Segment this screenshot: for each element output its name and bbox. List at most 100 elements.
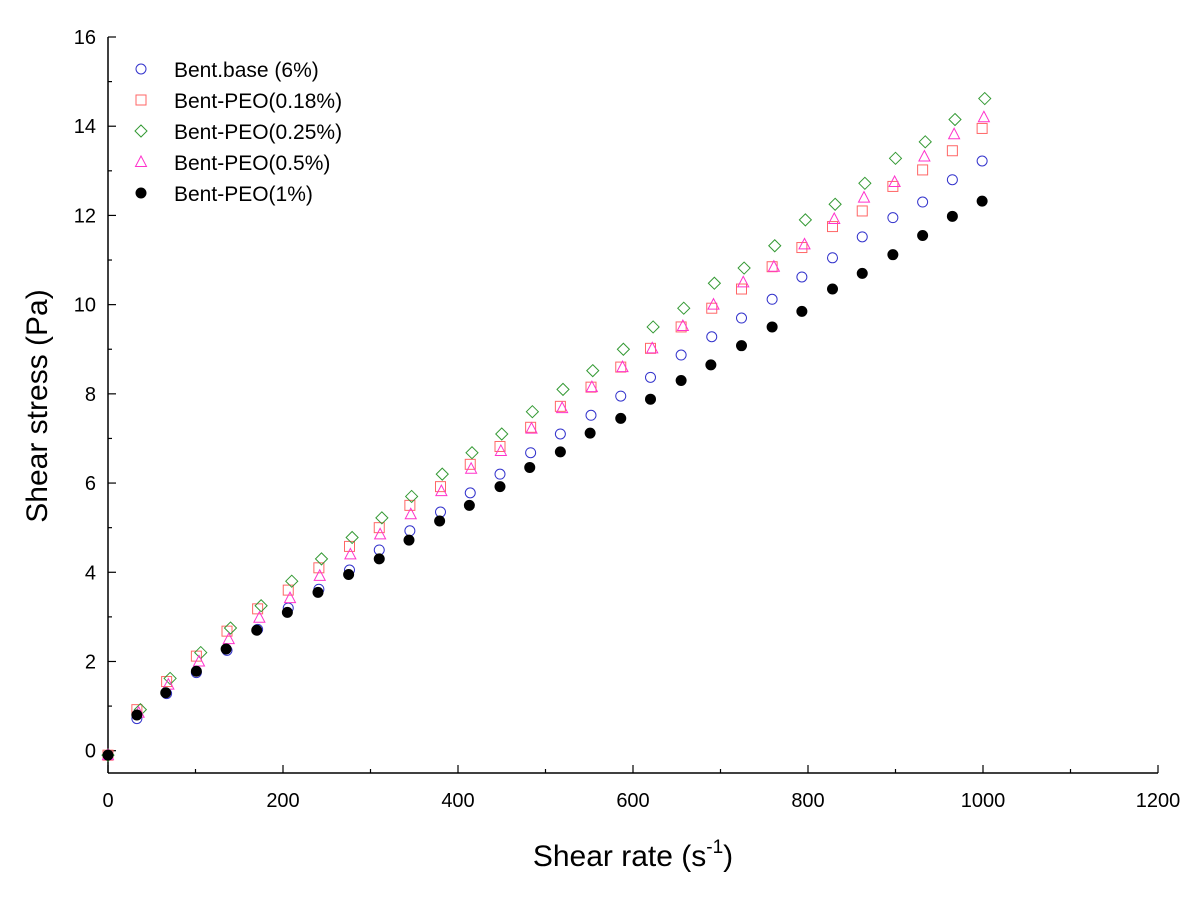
data-point: [403, 534, 415, 546]
legend-entry: Bent.base (6%): [135, 59, 319, 82]
data-point: [525, 404, 540, 419]
data-point: [131, 709, 143, 721]
x-tick-label: 200: [266, 790, 299, 812]
y-tick-label: 2: [85, 651, 96, 673]
data-point: [465, 446, 479, 460]
data-point: [314, 552, 329, 566]
y-tick-label: 6: [85, 473, 96, 495]
data-point: [464, 487, 476, 499]
data-point: [827, 252, 838, 264]
data-point: [766, 293, 778, 305]
data-point: [675, 374, 687, 386]
data-point: [976, 122, 988, 134]
y-tick-label: 8: [85, 384, 96, 406]
legend-entry: Bent-PEO(0.25%): [134, 121, 342, 144]
legend-marker: [135, 94, 147, 106]
data-point: [766, 321, 778, 333]
data-point: [917, 196, 929, 208]
data-point: [584, 427, 596, 439]
data-point: [495, 427, 509, 441]
data-point: [888, 174, 901, 187]
data-point: [281, 606, 293, 618]
data-point: [102, 749, 114, 761]
x-tick-label: 1000: [961, 790, 1006, 812]
data-point: [645, 393, 656, 405]
data-point: [555, 401, 569, 414]
data-point: [554, 446, 566, 458]
data-point: [948, 112, 962, 127]
data-point: [285, 574, 299, 588]
data-point: [645, 341, 659, 354]
data-point: [404, 525, 416, 537]
x-tick-label: 1200: [1136, 790, 1181, 812]
y-tick-label: 4: [85, 562, 96, 584]
data-point: [404, 499, 416, 511]
data-point: [918, 135, 932, 149]
data-point: [706, 302, 718, 314]
data-point: [946, 145, 958, 157]
data-point: [343, 569, 355, 581]
data-point: [464, 461, 478, 474]
data-point: [767, 259, 781, 272]
y-tick-label: 10: [74, 295, 96, 317]
data-point: [947, 127, 961, 140]
y-tick-label: 12: [74, 205, 96, 227]
legend-label: Bent.base (6%): [174, 59, 319, 82]
data-point: [737, 261, 751, 275]
data-point: [677, 301, 691, 315]
data-marks: [101, 91, 992, 762]
data-point: [312, 586, 324, 598]
data-point: [494, 443, 508, 456]
data-point: [917, 229, 929, 241]
data-point: [253, 610, 266, 623]
legend-label: Bent-PEO(0.25%): [174, 121, 342, 144]
data-point: [645, 371, 656, 383]
data-point: [707, 276, 722, 290]
data-point: [796, 271, 808, 283]
data-point: [404, 489, 419, 504]
legend-label: Bent-PEO(1%): [174, 183, 313, 206]
data-point: [223, 621, 238, 635]
legend-label: Bent-PEO(0.5%): [174, 152, 330, 175]
data-point: [888, 151, 903, 166]
data-point: [586, 363, 600, 378]
data-point: [554, 400, 566, 412]
legend-label: Bent-PEO(0.18%): [174, 90, 342, 113]
data-point: [675, 349, 687, 361]
data-point: [917, 164, 929, 176]
data-point: [856, 231, 868, 243]
data-point: [976, 155, 988, 167]
y-tick-label: 14: [74, 116, 96, 138]
series-2: [101, 91, 992, 762]
data-point: [827, 221, 838, 233]
ticks: 0 200 400 600 800 1000 1200 0 2 4 6 8 10 12 14 16: [74, 27, 1181, 812]
data-point: [344, 547, 357, 560]
legend-entry: Bent-PEO(0.5%): [134, 152, 330, 175]
series-1: [102, 122, 988, 761]
data-point: [345, 530, 359, 545]
data-point: [585, 380, 599, 393]
data-point: [554, 428, 566, 440]
legend: Bent.base (6%) Bent-PEO(0.18%) Bent-PEO(0.…: [134, 59, 342, 206]
x-tick-label: 600: [616, 790, 649, 812]
data-point: [494, 481, 506, 493]
data-point: [404, 507, 418, 520]
data-point: [798, 213, 813, 227]
data-point: [463, 499, 475, 511]
data-point: [798, 237, 811, 250]
legend-marker: [134, 154, 148, 167]
data-point: [615, 412, 627, 424]
data-point: [254, 599, 268, 613]
data-point: [313, 568, 327, 581]
data-point: [163, 671, 177, 686]
data-point: [856, 267, 868, 279]
data-point: [706, 331, 718, 343]
x-axis-title-main: Shear rate (s: [533, 840, 706, 873]
data-point: [616, 342, 631, 356]
data-point: [494, 468, 506, 480]
data-point: [796, 305, 808, 317]
data-point: [556, 382, 570, 397]
data-point: [525, 447, 537, 459]
data-point: [736, 312, 747, 324]
data-point: [736, 275, 750, 288]
